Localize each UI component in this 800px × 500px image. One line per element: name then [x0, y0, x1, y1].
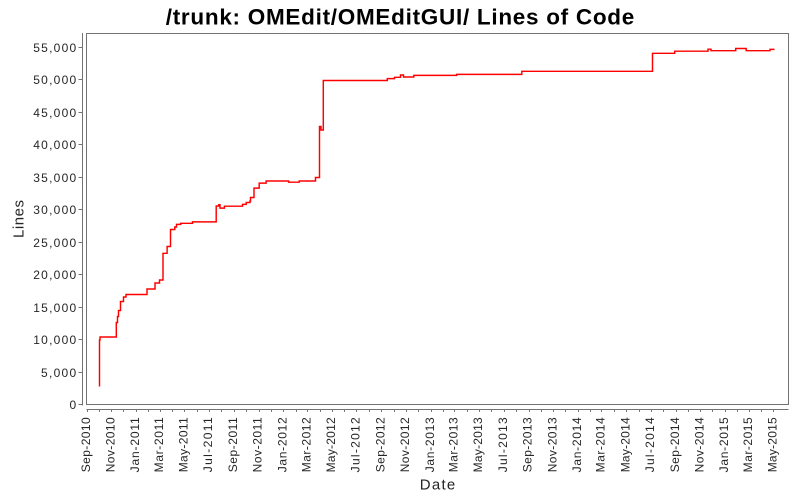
svg-text:Jul-2012: Jul-2012: [349, 417, 363, 472]
svg-text:Nov-2014: Nov-2014: [692, 417, 706, 472]
svg-text:15,000: 15,000: [33, 301, 76, 315]
svg-text:May-2011: May-2011: [177, 417, 191, 472]
svg-text:5,000: 5,000: [41, 366, 77, 380]
svg-text:Jul-2014: Jul-2014: [643, 417, 657, 472]
svg-text:Mar-2011: Mar-2011: [152, 417, 166, 472]
svg-text:Sep-2014: Sep-2014: [668, 417, 682, 472]
svg-text:25,000: 25,000: [33, 236, 76, 250]
svg-text:Nov-2010: Nov-2010: [104, 417, 118, 472]
svg-text:/trunk: OMEdit/OMEditGUI/ Line: /trunk: OMEdit/OMEditGUI/ Lines of Code: [166, 5, 635, 30]
svg-text:May-2015: May-2015: [765, 417, 779, 472]
svg-text:May-2014: May-2014: [618, 417, 632, 472]
svg-text:Jan-2015: Jan-2015: [717, 417, 731, 472]
svg-text:Lines: Lines: [11, 200, 28, 238]
svg-text:Sep-2013: Sep-2013: [521, 417, 535, 472]
svg-text:45,000: 45,000: [33, 106, 76, 120]
svg-text:Nov-2011: Nov-2011: [251, 417, 265, 472]
svg-text:30,000: 30,000: [33, 203, 76, 217]
svg-text:0: 0: [70, 398, 77, 412]
svg-text:40,000: 40,000: [33, 138, 76, 152]
svg-text:Jan-2012: Jan-2012: [275, 417, 289, 472]
svg-text:Mar-2013: Mar-2013: [447, 417, 461, 472]
svg-text:20,000: 20,000: [33, 268, 76, 282]
svg-text:Sep-2010: Sep-2010: [79, 417, 93, 472]
svg-text:Sep-2012: Sep-2012: [374, 417, 388, 472]
svg-text:May-2012: May-2012: [324, 417, 338, 472]
svg-text:Jan-2014: Jan-2014: [570, 417, 584, 472]
svg-text:Jul-2013: Jul-2013: [496, 417, 510, 472]
svg-text:Date: Date: [420, 477, 456, 494]
svg-text:Jan-2013: Jan-2013: [423, 417, 437, 472]
svg-text:Sep-2011: Sep-2011: [226, 417, 240, 472]
svg-text:Nov-2013: Nov-2013: [545, 417, 559, 472]
svg-text:55,000: 55,000: [33, 41, 76, 55]
svg-text:Mar-2012: Mar-2012: [299, 417, 313, 472]
svg-text:May-2013: May-2013: [471, 417, 485, 472]
svg-text:Jan-2011: Jan-2011: [128, 417, 142, 472]
svg-text:Jul-2011: Jul-2011: [201, 417, 215, 472]
svg-text:Nov-2012: Nov-2012: [398, 417, 412, 472]
svg-text:Mar-2015: Mar-2015: [741, 417, 755, 472]
svg-text:35,000: 35,000: [33, 171, 76, 185]
svg-text:50,000: 50,000: [33, 73, 76, 87]
svg-text:Mar-2014: Mar-2014: [594, 417, 608, 472]
svg-text:10,000: 10,000: [33, 333, 76, 347]
